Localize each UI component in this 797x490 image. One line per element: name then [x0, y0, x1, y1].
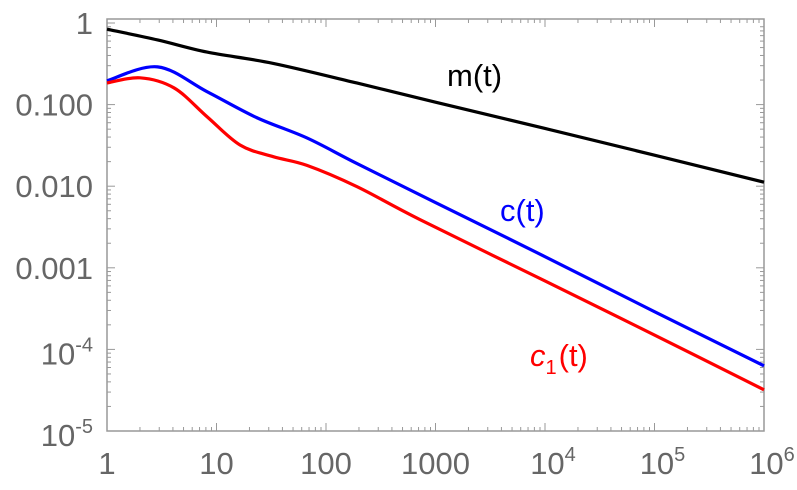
y-tick-label: 1 [76, 6, 93, 41]
x-tick-label: 10 [199, 446, 233, 481]
series-line-m [106, 27, 765, 184]
series-label-m: m(t) [447, 58, 502, 93]
series-label-c: c(t) [500, 193, 545, 228]
x-tick-label: 106 [749, 444, 795, 481]
y-tick-label: 10-4 [41, 334, 93, 371]
x-tick-labels: 1 10 100 1000 104 105 106 [98, 444, 794, 481]
y-tick-labels: 1 0.100 0.010 0.001 10-4 10-5 [15, 6, 93, 453]
x-tick-label: 1000 [401, 446, 470, 481]
x-tick-label: 100 [300, 446, 352, 481]
series-line-c1 [106, 76, 765, 392]
y-tick-label: 10-5 [41, 416, 93, 453]
series-label-c1-rest: (t) [559, 338, 588, 373]
series-lines [106, 27, 765, 392]
x-tick-label: 1 [98, 446, 115, 481]
plot-frame [106, 18, 765, 432]
y-tick-label: 0.100 [15, 88, 93, 123]
y-tick-label: 0.010 [15, 169, 93, 204]
series-label-c1-sub: 1 [546, 357, 557, 379]
x-tick-label: 104 [530, 444, 576, 481]
y-tick-label: 0.001 [15, 251, 93, 286]
axis-ticks [106, 19, 764, 432]
series-line-c [106, 65, 765, 368]
series-label-c1-main: c [530, 338, 546, 373]
x-tick-label: 105 [640, 444, 686, 481]
series-label-c1: c1(t) [530, 338, 588, 379]
